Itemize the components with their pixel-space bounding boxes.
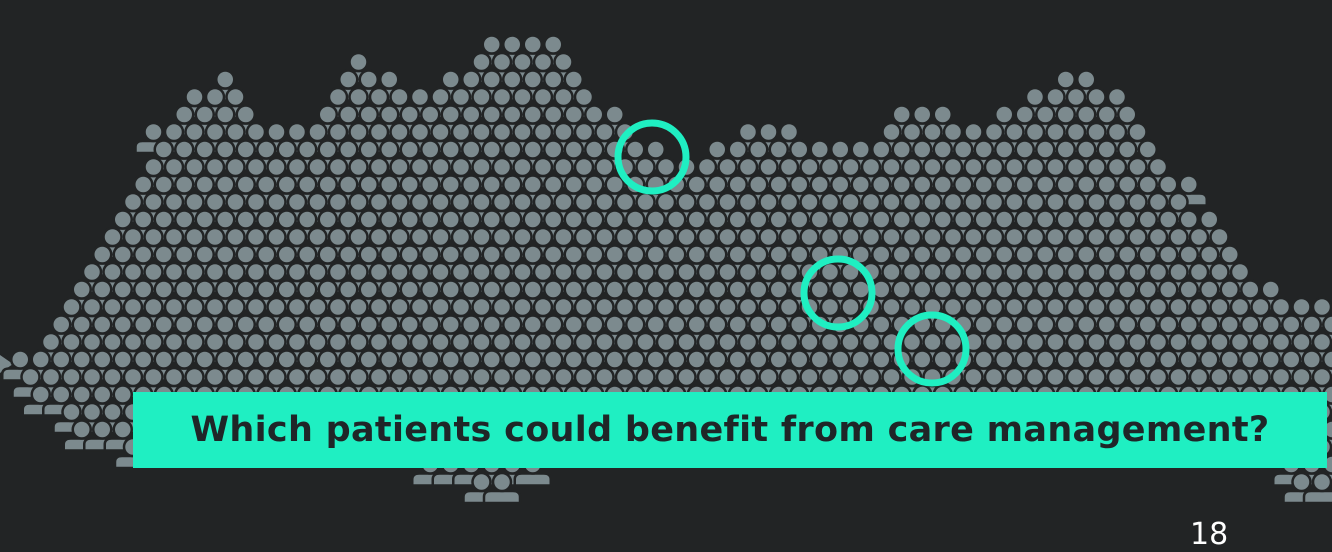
highlight-ring-1 [614, 119, 690, 195]
question-text: Which patients could benefit from care m… [190, 410, 1270, 450]
highlight-ring-3 [894, 311, 970, 387]
page-number: 18 [1190, 517, 1229, 552]
highlight-rings [614, 119, 970, 387]
person-icon [1302, 471, 1332, 505]
highlight-ring-2 [800, 255, 876, 331]
question-banner: Which patients could benefit from care m… [133, 392, 1327, 468]
person-icon [482, 471, 522, 505]
